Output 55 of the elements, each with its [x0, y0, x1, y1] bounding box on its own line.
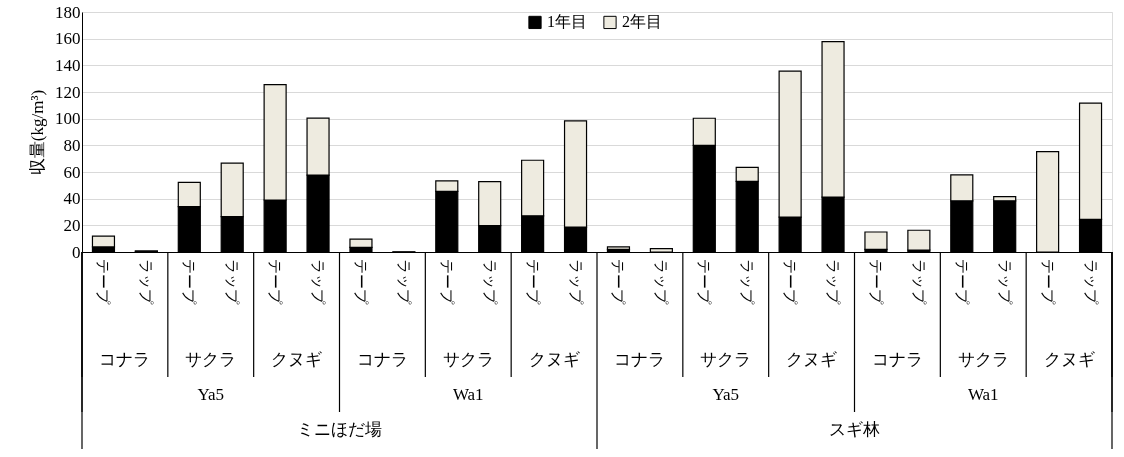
x-tick-label: テープ — [867, 258, 884, 305]
text: コナラ — [614, 350, 666, 369]
y-tick-label: 120 — [55, 82, 81, 102]
text: Ya5 — [197, 385, 225, 404]
y-axis-title: 収量(kg/m³) — [28, 89, 47, 176]
x-tick-label: テープ — [181, 258, 198, 305]
text: サクラ — [700, 350, 752, 369]
y-tick-label: 160 — [55, 29, 81, 49]
text: クヌギ — [528, 350, 580, 369]
legend-label: 2年目 — [622, 13, 662, 31]
x-tick-label: ラップ — [481, 258, 498, 305]
x-tick-label: テープ — [95, 258, 112, 305]
x-tick-label: ラップ — [224, 258, 241, 305]
x-tick-label: ラップ — [310, 258, 327, 305]
text: コナラ — [356, 350, 408, 369]
x-tick-label: テープ — [524, 258, 541, 305]
text: Wa1 — [967, 385, 999, 404]
text: クヌギ — [1043, 350, 1095, 369]
y-tick-label: 100 — [55, 109, 81, 129]
x-tick-label: テープ — [1039, 258, 1056, 305]
x-tick-label: テープ — [782, 258, 799, 305]
x-tick-label: テープ — [953, 258, 970, 305]
x-tick-label: ラップ — [996, 258, 1013, 305]
x-tick-label: テープ — [610, 258, 627, 305]
y-tick-label: 140 — [55, 55, 81, 75]
text: コナラ — [871, 350, 923, 369]
x-tick-label: ラップ — [567, 258, 584, 305]
text: サクラ — [185, 350, 237, 369]
x-tick-label: テープ — [438, 258, 455, 305]
text: Ya5 — [712, 385, 740, 404]
y-tick-label: 180 — [55, 2, 81, 22]
text: ミニほだ場 — [297, 420, 382, 439]
x-tick-label: テープ — [696, 258, 713, 305]
x-tick-label: ラップ — [395, 258, 412, 305]
y-tick-label: 40 — [63, 189, 81, 209]
y-tick-label: 20 — [63, 215, 81, 235]
text: スギ林 — [829, 420, 880, 439]
x-tick-label: ラップ — [1082, 258, 1099, 305]
x-tick-label: ラップ — [138, 258, 155, 305]
y-tick-label: 0 — [72, 242, 81, 262]
text: クヌギ — [786, 350, 838, 369]
text: サクラ — [442, 350, 494, 369]
x-tick-label: テープ — [267, 258, 284, 305]
x-tick-label: ラップ — [739, 258, 756, 305]
text: クヌギ — [271, 350, 323, 369]
x-tick-label: テープ — [352, 258, 369, 305]
text: Wa1 — [452, 385, 484, 404]
legend-label: 1年目 — [547, 13, 587, 31]
x-tick-label: ラップ — [653, 258, 670, 305]
y-tick-label: 80 — [63, 135, 81, 155]
y-tick-label: 60 — [63, 162, 81, 182]
x-tick-label: ラップ — [825, 258, 842, 305]
text: サクラ — [957, 350, 1009, 369]
x-tick-label: ラップ — [910, 258, 927, 305]
text: コナラ — [99, 350, 151, 369]
